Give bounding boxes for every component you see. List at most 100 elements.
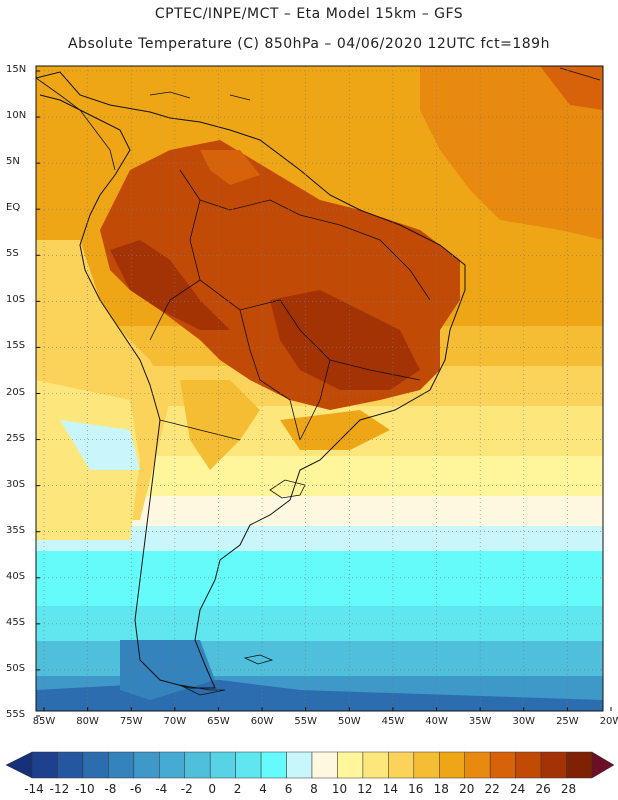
colorbar-label: 10 — [331, 782, 348, 796]
colorbar-label: 18 — [433, 782, 449, 796]
chaco-warm-patch — [180, 380, 260, 470]
colorbar-label: -10 — [75, 782, 95, 796]
lat-label: 10N — [6, 110, 27, 122]
chart-title-line1: CPTEC/INPE/MCT – Eta Model 15km – GFS — [154, 6, 464, 22]
colorbar-cell — [184, 751, 211, 779]
andes-foothill-hot-spot — [110, 240, 230, 330]
colorbar-label: -12 — [49, 782, 70, 796]
ne-hot-spot — [540, 66, 603, 110]
colorbar-cell — [337, 751, 364, 779]
colorbar-label: 8 — [310, 782, 318, 796]
lon-label: 40W — [425, 716, 448, 727]
lon-label: 45W — [381, 716, 405, 727]
colorbar-cell — [464, 751, 491, 779]
lon-label: 30W — [512, 716, 536, 727]
lon-label: 65W — [207, 716, 230, 727]
colorbar-label: 20 — [459, 782, 475, 796]
pacific-cool-patch — [60, 420, 140, 470]
caribbean-islands — [149, 67, 601, 101]
colorbar-cell — [489, 751, 516, 779]
colorbar-cell — [413, 751, 440, 779]
colorbar-cell — [108, 751, 135, 779]
south-america-coastline — [36, 71, 466, 689]
lat-label: 45S — [6, 616, 26, 628]
colorbar-label: -2 — [180, 782, 193, 796]
lon-label: 50W — [337, 716, 361, 727]
lon-label: 80W — [76, 716, 99, 727]
paraguay-warm-patch — [280, 410, 390, 450]
plata-estuary-outline — [269, 479, 306, 499]
colorbar-cell — [286, 751, 313, 779]
lat-label: 15N — [6, 64, 27, 75]
lat-label: 35S — [6, 524, 26, 536]
colorbar-cell — [540, 751, 567, 779]
colorbar-cell — [209, 751, 236, 779]
graticule — [36, 66, 603, 711]
colorbar-cell — [260, 751, 287, 779]
lat-label: 15S — [6, 340, 26, 352]
colorbar-cell — [31, 751, 58, 779]
lat-label: 40S — [6, 570, 26, 582]
central-brazil-hot-spot — [270, 290, 420, 390]
colorbar-label: 0 — [208, 782, 216, 796]
colorbar-label: 6 — [284, 782, 293, 796]
colorbar-cell — [159, 751, 185, 779]
colorbar-label: -4 — [155, 782, 168, 796]
colorbar-label: 24 — [509, 782, 526, 796]
colorbar-cell — [133, 751, 160, 779]
colorbar-label: 28 — [560, 782, 577, 796]
falklands-outline — [243, 654, 274, 665]
atlantic-warm-region — [420, 66, 603, 240]
colorbar-cell — [515, 751, 542, 779]
colorbar-cell — [388, 751, 415, 779]
patagonia-cold — [120, 640, 215, 700]
lat-label: 10S — [6, 294, 26, 306]
lat-label: 50S — [6, 662, 26, 674]
lat-label: 5S — [6, 248, 19, 260]
colorbar-label: 2 — [233, 782, 242, 796]
lat-label: 55S — [6, 709, 26, 720]
lon-label: 70W — [163, 716, 187, 727]
lon-label: 75W — [119, 716, 143, 727]
colorbar-label: 4 — [259, 782, 267, 796]
axis-ticks — [36, 70, 612, 717]
band-2 — [36, 606, 603, 641]
colorbar-low-arrow — [5, 751, 33, 779]
lon-label: 85W — [32, 716, 56, 727]
colorbar-cell — [566, 751, 593, 779]
lat-label: 30S — [6, 478, 26, 490]
lon-label: 55W — [294, 716, 317, 727]
central-america-coast — [36, 77, 116, 171]
colorbar-label: 12 — [357, 782, 373, 796]
map-frame — [35, 65, 604, 712]
lat-label: 25S — [6, 432, 26, 444]
colorbar-label: 26 — [535, 782, 551, 796]
colorbar-label: 22 — [484, 782, 500, 796]
tierra-del-fuego-outline — [179, 684, 226, 696]
lat-label: 5N — [6, 156, 20, 168]
chart-title-line2: Absolute Temperature (C) 850hPa – 04/06/… — [68, 36, 550, 52]
colorbar-cell — [82, 751, 109, 779]
lon-label: 60W — [250, 716, 274, 727]
lon-label: 25W — [556, 716, 579, 727]
colorbar-cell — [235, 751, 262, 779]
colorbar-cell — [439, 751, 465, 779]
colorbar-label: 16 — [408, 782, 424, 796]
colorbar-cell — [311, 751, 338, 779]
colorbar — [5, 751, 615, 779]
lat-label: 20S — [6, 386, 26, 398]
colorbar-label: -8 — [104, 782, 117, 796]
band-4 — [36, 551, 603, 606]
colorbar-cell — [57, 751, 84, 779]
lat-label: EQ — [6, 202, 21, 214]
lon-label: 35W — [468, 716, 492, 727]
colorbar-high-arrow — [591, 751, 615, 779]
colorbar-label: -14 — [24, 782, 44, 796]
venezuela-warm-patch — [200, 150, 260, 185]
colorbar-label: -6 — [129, 782, 142, 796]
colorbar-label: 14 — [382, 782, 398, 796]
colorbar-cell — [362, 751, 389, 779]
lon-label: 20W — [599, 716, 618, 727]
country-borders — [149, 169, 431, 441]
